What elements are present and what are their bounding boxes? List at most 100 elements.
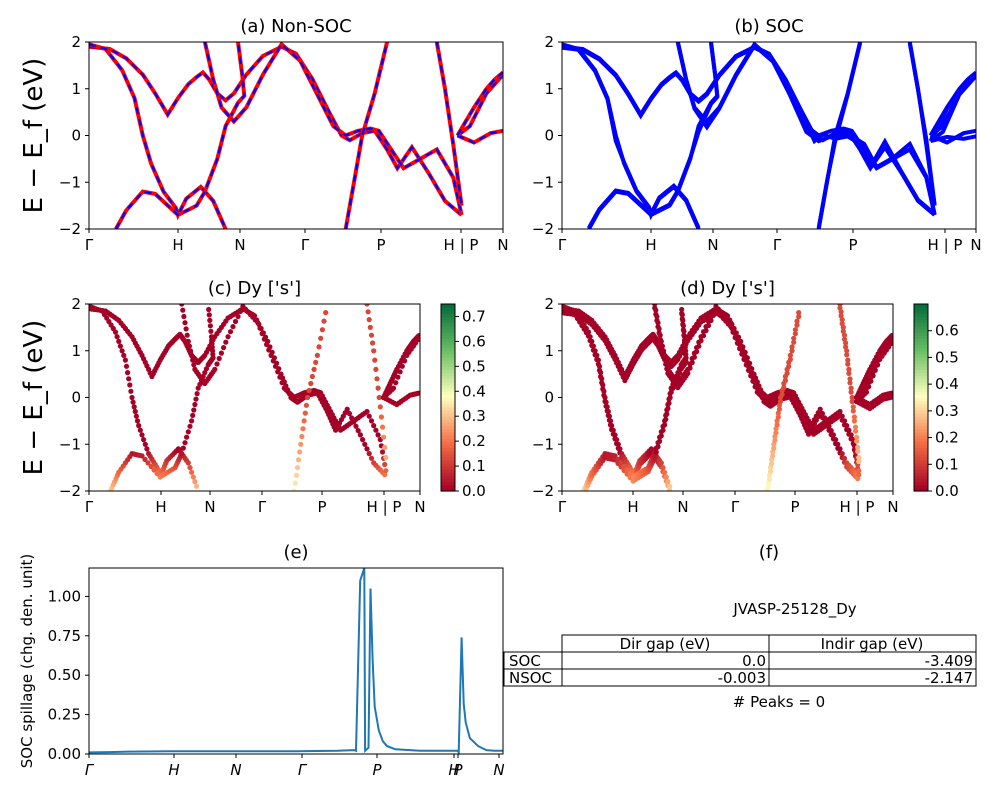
band-point: [264, 341, 270, 348]
band-line-split: [816, 42, 863, 229]
band-point: [664, 362, 670, 368]
y-tick-label: 0: [71, 389, 81, 407]
colorbar-segment: [914, 481, 928, 486]
band-point: [775, 414, 781, 420]
colorbar-segment: [914, 388, 928, 392]
colorbar-segment: [441, 313, 455, 318]
band-point: [227, 329, 234, 335]
colorbar-frame: [913, 303, 929, 492]
band-point: [868, 378, 874, 384]
band-line-split: [928, 71, 976, 143]
band-point: [293, 472, 299, 478]
band-point: [304, 394, 311, 401]
x-tick-label: Γ: [85, 498, 94, 516]
colorbar-segment: [441, 416, 455, 420]
band-point: [180, 307, 186, 313]
band-point: [609, 423, 615, 429]
band-point: [373, 366, 379, 372]
band-point: [792, 327, 799, 333]
panel-e: (e)1.000.750.500.250.00Γ H N Γ P HP NSOC spill…: [18, 542, 505, 779]
peaks-count: # Peaks = 0: [733, 693, 825, 711]
band-point: [415, 390, 420, 396]
band-point: [298, 441, 304, 447]
band-point: [368, 418, 375, 424]
panel-d-title: (d) Dy ['s']: [680, 278, 775, 299]
band-point: [590, 343, 597, 349]
colorbar-segment: [441, 322, 455, 327]
band-line-split: [562, 43, 701, 229]
band-point: [851, 414, 858, 420]
band-point: [888, 394, 893, 400]
band-point: [187, 348, 194, 354]
band-point: [837, 446, 843, 452]
band-point: [382, 472, 388, 478]
panel-f-title: (f): [759, 542, 779, 563]
colorbar-segment: [441, 410, 455, 414]
band-point: [121, 352, 127, 358]
panel-c: (c) Dy ['s']210−1−2Γ H N Γ P H | P N0.70.60.50…: [19, 278, 486, 516]
colorbar-segment: [914, 475, 928, 480]
colorbar-segment: [441, 325, 455, 330]
axes-frame: [88, 567, 504, 755]
band-point: [856, 454, 862, 461]
colorbar-segment: [441, 438, 455, 442]
colorbar-segment: [914, 403, 928, 408]
x-tick-label: N: [970, 236, 981, 254]
y-tick-label: 2: [544, 33, 554, 51]
colorbar-segment: [914, 391, 928, 395]
band-line-red: [89, 44, 463, 217]
band-point: [130, 399, 136, 405]
band-point: [664, 411, 670, 417]
band-point: [776, 406, 783, 412]
band-line-blue-dashed: [89, 45, 463, 216]
colorbar-segment: [914, 456, 928, 461]
colorbar-segment: [441, 462, 455, 467]
band-point: [184, 434, 190, 440]
band-point: [888, 390, 893, 396]
colorbar-segment: [441, 307, 455, 311]
band-point: [654, 313, 660, 320]
x-tick-label: N: [497, 236, 508, 254]
y-tick-label: 2: [71, 33, 81, 51]
band-point: [297, 449, 303, 455]
band-point: [122, 357, 128, 363]
band-point: [207, 323, 213, 329]
band-point: [185, 460, 191, 466]
band-point: [789, 348, 795, 354]
colorbar-segment: [441, 332, 455, 336]
colorbar-tick-label: 0.3: [462, 407, 486, 425]
band-point: [366, 413, 372, 419]
band-point: [270, 358, 276, 364]
y-tick-label: 0.75: [48, 627, 81, 645]
band-point: [232, 318, 239, 325]
band-point: [618, 460, 624, 466]
band-point: [374, 376, 380, 382]
x-tick-label: P: [376, 236, 385, 254]
band-point: [372, 357, 378, 363]
colorbar-segment: [914, 328, 928, 333]
band-point: [849, 394, 855, 401]
spillage-line: [88, 567, 503, 756]
band-point: [667, 483, 673, 489]
band-point: [316, 344, 322, 350]
colorbar-segment: [914, 363, 928, 367]
x-tick-label: H | P: [444, 236, 479, 254]
colorbar-d: 0.6 0.5 0.4 0.3 0.2 0.1 0.0: [913, 303, 959, 500]
band-line-blue-dashed: [344, 42, 389, 229]
band-point: [854, 438, 860, 444]
band-point: [794, 318, 800, 324]
band-point: [190, 474, 196, 480]
band-line-blue-dashed: [457, 129, 503, 144]
colorbar-segment: [914, 375, 928, 380]
band-point: [847, 376, 853, 382]
band-point: [381, 434, 387, 440]
x-tick-label: Γ: [558, 236, 567, 254]
band-point: [587, 334, 593, 340]
y-tick-label: 0.00: [48, 745, 81, 763]
band-point: [367, 324, 373, 330]
x-tick-label: N: [887, 498, 898, 516]
band-point: [268, 352, 274, 358]
colorbar-segment: [914, 478, 928, 483]
band-point: [581, 492, 586, 497]
colorbar-segment: [441, 450, 455, 455]
